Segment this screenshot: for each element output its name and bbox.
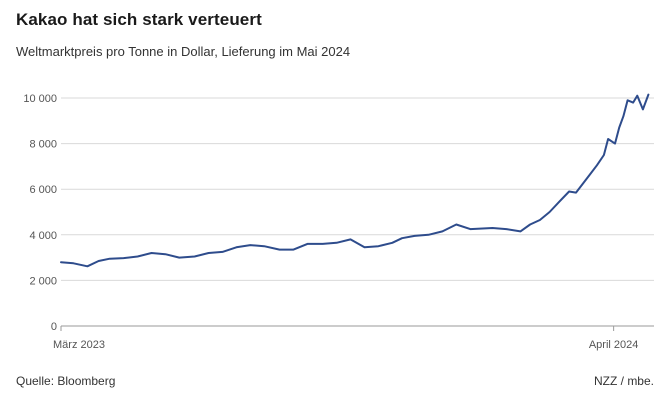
y-tick-label: 0 xyxy=(51,321,57,333)
y-tick-label: 2 000 xyxy=(29,275,57,287)
source-note: Quelle: Bloomberg xyxy=(16,374,116,388)
x-tick-label: April 2024 xyxy=(589,339,639,351)
y-tick-label: 6 000 xyxy=(29,184,57,196)
chart-title: Kakao hat sich stark verteuert xyxy=(16,10,262,29)
x-tick-label: März 2023 xyxy=(53,339,105,351)
y-tick-label: 8 000 xyxy=(29,139,57,151)
credit-note: NZZ / mbe. xyxy=(593,374,654,388)
chart-subtitle: Weltmarktpreis pro Tonne in Dollar, Lief… xyxy=(16,44,351,59)
y-tick-label: 4 000 xyxy=(29,230,57,242)
price-line xyxy=(60,93,650,268)
y-tick-label: 10 000 xyxy=(23,93,57,105)
